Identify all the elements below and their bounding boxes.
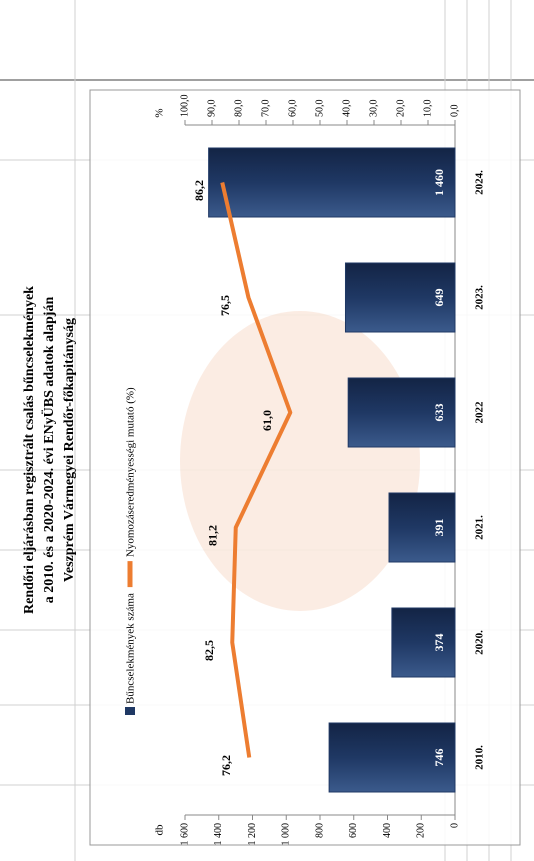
bar [328, 722, 456, 793]
y-tick-label: 800 [314, 823, 325, 838]
watermark [180, 311, 420, 611]
y-tick-label: 600 [348, 823, 359, 838]
line-value-label: 81,2 [206, 525, 220, 546]
line [220, 182, 293, 758]
y2-tick-label: 10,0 [422, 100, 433, 118]
y2-tick-label: 60,0 [287, 100, 298, 118]
y-tick-label: 1 400 [213, 823, 224, 846]
bar [391, 607, 456, 678]
legend-label: Nyomozáseredményességi mutató (%) [125, 387, 137, 557]
line-value-label: 86,2 [192, 180, 206, 201]
line-value-label: 82,5 [202, 640, 216, 661]
y-tick-label: 1 000 [281, 823, 292, 846]
line-value-label: 61,0 [260, 410, 274, 431]
bar [208, 147, 456, 218]
y2-tick-label: 80,0 [233, 100, 244, 118]
y-tick-label: 1 200 [247, 823, 258, 846]
bar-value-label: 1 460 [432, 169, 446, 196]
line-value-label: 76,5 [218, 295, 232, 316]
y-tick-label: 1 600 [179, 823, 190, 846]
y2-tick-label: 20,0 [395, 100, 406, 118]
y-tick-label: 400 [382, 823, 393, 838]
y2-tick-label: 70,0 [260, 100, 271, 118]
x-tick-label: 2023. [474, 285, 486, 310]
bar [344, 262, 456, 333]
legend-label: Bűncselekmények száma [125, 593, 137, 704]
bar-value-label: 649 [432, 289, 446, 307]
legend-swatch [125, 707, 135, 715]
chart-title: Rendőri eljárásban regisztrált csalás bű… [22, 286, 37, 614]
chart-title: Veszprém Vármegyei Rendőr-főkapitányság [62, 318, 77, 582]
y2-tick-label: 0,0 [449, 105, 460, 118]
x-tick-label: 2010. [474, 745, 486, 770]
chart-title: a 2010. és a 2020-2024. évi ENyÜBS adato… [40, 297, 57, 604]
y-tick-label: 0 [449, 823, 460, 828]
y-axis-title: db [154, 824, 166, 836]
y2-tick-label: 50,0 [314, 100, 325, 118]
bar-value-label: 391 [432, 519, 446, 537]
y2-tick-label: 30,0 [368, 100, 379, 118]
bar-value-label: 746 [432, 749, 446, 767]
bar-value-label: 374 [432, 634, 446, 652]
y2-tick-label: 100,0 [179, 95, 190, 118]
y2-axis-title: % [154, 108, 166, 117]
rotated-chart: Rendőri eljárásban regisztrált csalás bű… [22, 89, 521, 846]
x-tick-label: 2020. [474, 630, 486, 655]
bar-value-label: 633 [432, 404, 446, 422]
x-tick-label: 2022 [474, 401, 486, 424]
y-tick-label: 200 [416, 823, 427, 838]
y2-tick-label: 40,0 [341, 100, 352, 118]
bar [388, 492, 456, 563]
bar [347, 377, 456, 448]
y2-tick-label: 90,0 [206, 100, 217, 118]
x-tick-label: 2024. [474, 170, 486, 195]
x-tick-label: 2021. [474, 515, 486, 540]
line-value-label: 76,2 [219, 755, 233, 776]
